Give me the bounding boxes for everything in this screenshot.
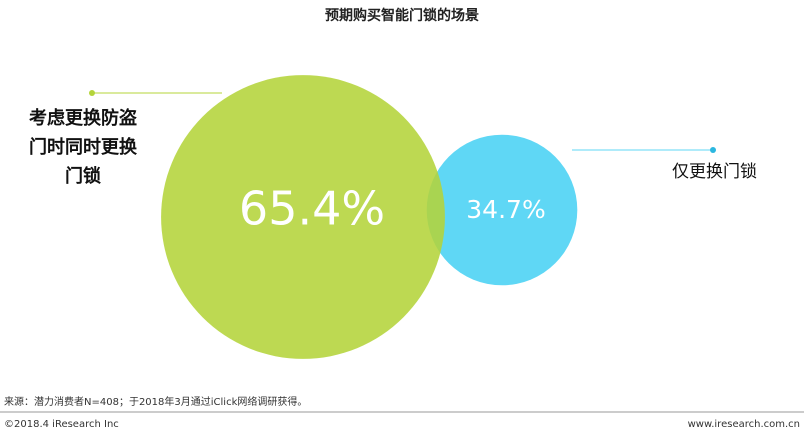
category-label: 仅更换门锁 (672, 162, 757, 182)
copyright: ©2018.4 iResearch Inc (4, 419, 119, 430)
bubble (426, 134, 578, 286)
leader-dot (710, 147, 716, 153)
website: www.iresearch.com.cn (688, 419, 800, 430)
category-label: 考虑更换防盗门时同时更换门锁 (29, 108, 137, 187)
source: 来源：潜力消费者N=408；于2018年3月通过iClick网络调研获得。 (4, 395, 307, 408)
value-label: 34.7% (466, 195, 545, 224)
leader-dot (89, 90, 95, 96)
chart-title: 预期购买智能门锁的场景 (325, 7, 479, 24)
bubble (161, 75, 445, 359)
value-label: 65.4% (239, 182, 385, 236)
